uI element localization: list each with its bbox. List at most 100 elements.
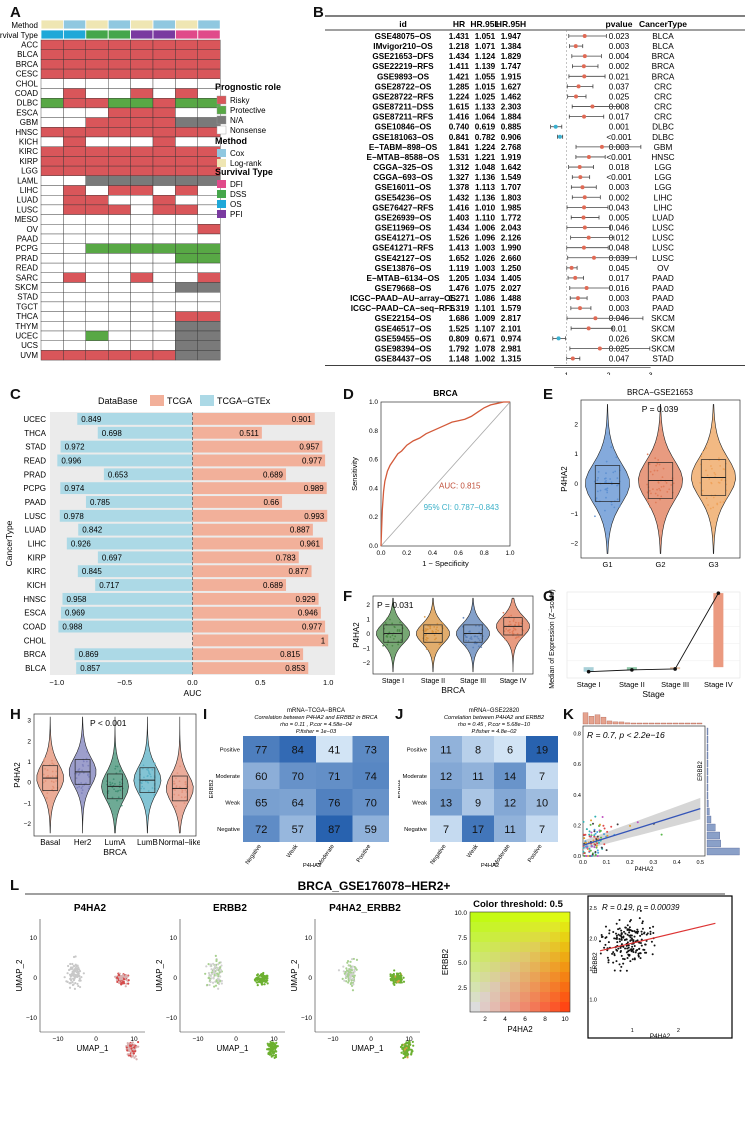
data-point <box>618 918 621 921</box>
data-point <box>611 952 614 955</box>
y-tick: 0 <box>366 631 370 638</box>
row-hr: 1.432 <box>449 193 470 202</box>
survival-cell <box>40 29 64 40</box>
cell-point <box>212 962 215 965</box>
cell-point <box>349 978 352 981</box>
row-id: GSE46517−OS <box>375 324 432 333</box>
x-tick: Stage IV <box>500 678 527 685</box>
data-point <box>88 785 91 788</box>
legend-swatch <box>216 105 227 115</box>
data-point <box>636 821 639 824</box>
row-hr95h: 1.707 <box>501 183 522 192</box>
data-point <box>616 823 619 826</box>
data-point <box>108 802 110 805</box>
legend-swatch-gtex <box>200 395 214 406</box>
cell-point <box>410 1053 413 1056</box>
hr-point <box>573 275 578 280</box>
data-point <box>656 488 658 491</box>
bar-label-gtex: 0.972 <box>65 443 86 452</box>
bar-label-tcga: 0.946 <box>298 609 319 618</box>
threshold-cell <box>560 992 570 1002</box>
data-point <box>426 628 429 631</box>
threshold-cell <box>490 942 500 952</box>
threshold-cell <box>550 982 560 992</box>
heatmap-cell <box>40 214 64 225</box>
data-point <box>174 789 176 792</box>
heatmap-cell <box>152 156 176 167</box>
row-hr95l: 1.003 <box>475 244 496 253</box>
threshold-cell <box>470 932 480 942</box>
y-tick: 0.4 <box>573 793 581 799</box>
data-point <box>472 646 475 649</box>
panel-l-umap-row: BRCA_GSE176078−HER2+P4HA2−10 0 10−10010UMA… <box>15 879 733 1061</box>
row-id: E−MTAB−8588−OS <box>367 153 440 162</box>
cell-point <box>406 1053 409 1056</box>
data-point <box>608 932 611 935</box>
heatmap-cell <box>152 224 176 235</box>
bar-tcga <box>192 440 323 453</box>
umap-y-tick: 0 <box>308 975 312 982</box>
heatmap-cell <box>430 762 462 789</box>
data-point <box>601 816 604 819</box>
data-point <box>114 782 116 785</box>
row-hr95l: 1.071 <box>475 42 496 51</box>
data-point <box>505 628 508 630</box>
cell-point <box>129 1044 132 1047</box>
heatmap-cell <box>40 233 64 244</box>
row-label: Moderate <box>403 774 428 780</box>
heatmap-cell <box>85 194 109 206</box>
data-point <box>607 961 610 964</box>
cell-point <box>128 1048 131 1051</box>
umap-plot <box>314 919 420 1060</box>
cell-point <box>266 1042 269 1045</box>
row-hr95l: 1.009 <box>475 314 496 323</box>
data-point <box>143 776 145 779</box>
col-label: Weak <box>286 844 299 860</box>
row-cancertype: DLBC <box>652 123 674 132</box>
data-point <box>607 941 610 944</box>
heatmap-cell <box>85 340 109 351</box>
heatmap-cell <box>40 97 64 109</box>
data-point <box>615 932 618 935</box>
umap-x-label: UMAP_1 <box>216 1044 249 1053</box>
threshold-cell <box>490 992 500 1002</box>
marginal-hist-bar <box>706 735 709 744</box>
heatmap-cell <box>152 340 176 351</box>
data-point <box>172 788 175 791</box>
data-point <box>52 785 54 788</box>
row-hr: 1.652 <box>449 254 470 263</box>
heatmap-cell <box>63 59 87 70</box>
data-point <box>650 940 653 943</box>
data-point <box>479 633 482 636</box>
survival-cell <box>197 29 221 40</box>
bar-label-gtex: 0.926 <box>71 540 92 549</box>
threshold-cell <box>530 992 540 1002</box>
data-point <box>462 616 465 619</box>
x-axis-label: 1 − Specificity <box>422 559 469 568</box>
threshold-cell <box>500 1002 510 1012</box>
threshold-cell <box>470 922 480 932</box>
marginal-hist-bar <box>642 722 649 725</box>
hr-point <box>580 185 585 190</box>
row-cancertype: LUSC <box>652 254 674 263</box>
marginal-hist-bar <box>690 722 697 725</box>
heatmap-cell <box>175 243 198 254</box>
cell-point <box>402 980 406 983</box>
heatmap-cell <box>85 78 109 89</box>
heatmap-cell <box>40 204 64 215</box>
heatmap-cell <box>197 233 221 244</box>
data-point <box>662 467 665 470</box>
y-tick: −2 <box>363 660 371 667</box>
threshold-cell <box>520 922 530 932</box>
cell-point <box>78 977 81 980</box>
row-hr95l: 1.064 <box>475 113 496 122</box>
data-point <box>606 491 609 494</box>
cell-point <box>123 978 126 981</box>
threshold-x-tick: 4 <box>503 1016 507 1023</box>
heatmap-cell <box>197 194 221 206</box>
data-point <box>468 630 471 633</box>
heatmap-cell <box>63 214 87 225</box>
violin-shape <box>585 404 630 554</box>
category-label: LUAD <box>25 526 47 535</box>
